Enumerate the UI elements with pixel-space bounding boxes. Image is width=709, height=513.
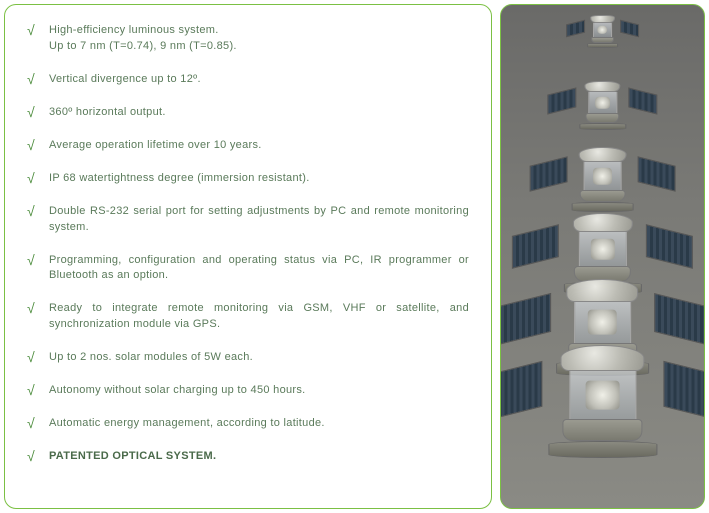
check-icon: √ bbox=[27, 449, 35, 464]
lantern-unit bbox=[548, 345, 657, 458]
check-icon: √ bbox=[27, 72, 35, 87]
check-icon: √ bbox=[27, 301, 35, 316]
feature-text: Programming, configuration and operating… bbox=[49, 253, 469, 285]
feature-item: √ Double RS-232 serial port for setting a… bbox=[27, 204, 469, 236]
feature-item: √ Average operation lifetime over 10 year… bbox=[27, 138, 469, 154]
check-icon: √ bbox=[27, 105, 35, 120]
feature-text: Vertical divergence up to 12º. bbox=[49, 72, 469, 88]
feature-item: √ IP 68 watertightness degree (immersion … bbox=[27, 171, 469, 187]
lantern-unit bbox=[587, 15, 619, 48]
feature-item: √ High-efficiency luminous system. Up to … bbox=[27, 23, 469, 55]
feature-item: √ Vertical divergence up to 12º. bbox=[27, 72, 469, 88]
check-icon: √ bbox=[27, 383, 35, 398]
check-icon: √ bbox=[27, 23, 35, 38]
feature-text: Automatic energy management, according t… bbox=[49, 416, 469, 432]
check-icon: √ bbox=[27, 171, 35, 186]
product-image-panel bbox=[500, 4, 705, 509]
check-icon: √ bbox=[27, 350, 35, 365]
check-icon: √ bbox=[27, 253, 35, 268]
feature-item: √ 360º horizontal output. bbox=[27, 105, 469, 121]
feature-text: 360º horizontal output. bbox=[49, 105, 469, 121]
feature-text: Double RS-232 serial port for setting ad… bbox=[49, 204, 469, 236]
check-icon: √ bbox=[27, 416, 35, 431]
check-icon: √ bbox=[27, 204, 35, 219]
feature-item: √ Up to 2 nos. solar modules of 5W each. bbox=[27, 350, 469, 366]
feature-text: High-efficiency luminous system. Up to 7… bbox=[49, 23, 469, 55]
check-icon: √ bbox=[27, 138, 35, 153]
feature-item: √ Ready to integrate remote monitoring vi… bbox=[27, 301, 469, 333]
feature-text: Autonomy without solar charging up to 45… bbox=[49, 383, 469, 399]
feature-text: PATENTED OPTICAL SYSTEM. bbox=[49, 449, 469, 465]
product-photo bbox=[501, 5, 704, 508]
lantern-unit bbox=[571, 147, 634, 212]
feature-item: √ Programming, configuration and operatin… bbox=[27, 253, 469, 285]
feature-text: Ready to integrate remote monitoring via… bbox=[49, 301, 469, 333]
feature-text: Up to 2 nos. solar modules of 5W each. bbox=[49, 350, 469, 366]
feature-text: Average operation lifetime over 10 years… bbox=[49, 138, 469, 154]
lantern-unit bbox=[579, 81, 626, 130]
feature-text: IP 68 watertightness degree (immersion r… bbox=[49, 171, 469, 187]
feature-item: √ PATENTED OPTICAL SYSTEM. bbox=[27, 449, 469, 465]
feature-item: √ Autonomy without solar charging up to 4… bbox=[27, 383, 469, 399]
features-panel: √ High-efficiency luminous system. Up to … bbox=[4, 4, 492, 509]
feature-item: √ Automatic energy management, according … bbox=[27, 416, 469, 432]
feature-list: √ High-efficiency luminous system. Up to … bbox=[27, 23, 469, 465]
